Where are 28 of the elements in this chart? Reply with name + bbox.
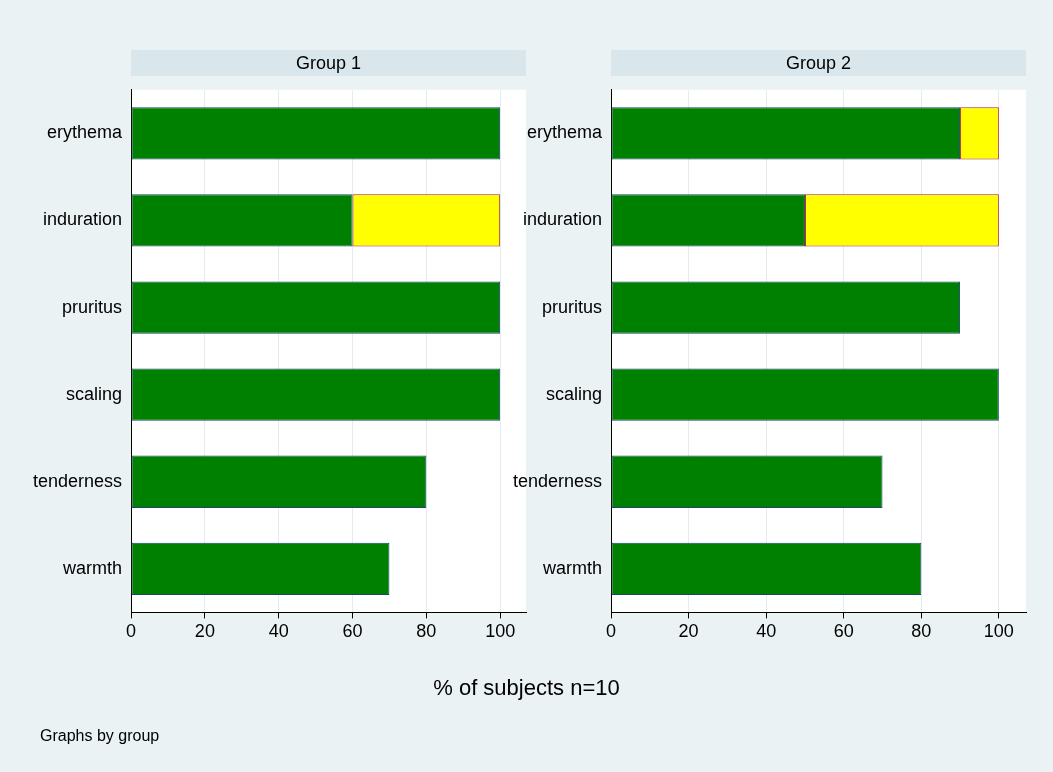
- y-tick-label: scaling: [66, 383, 123, 404]
- x-tick-label: 80: [911, 621, 932, 642]
- y-tick-label: erythema: [47, 122, 124, 143]
- x-tick-label: 20: [194, 621, 215, 642]
- text: Graphs by group: [40, 727, 160, 745]
- y-tick-label: tenderness: [33, 470, 123, 491]
- x-tick-label: 100: [485, 621, 516, 642]
- y-tick-label: warmth: [542, 557, 603, 578]
- x-tick-label: 0: [126, 621, 137, 642]
- y-tick-label: induration: [523, 209, 603, 230]
- x-axis-title: % of subjects n=10: [432, 675, 621, 701]
- chart-title: Group 2: [611, 50, 1026, 76]
- x-tick-label: 20: [678, 621, 699, 642]
- x-tick-label: 60: [833, 621, 854, 642]
- y-tick-label: erythema: [527, 122, 604, 143]
- y-tick-label: pruritus: [542, 296, 603, 317]
- y-tick-label: tenderness: [513, 470, 603, 491]
- x-tick-label: 100: [983, 621, 1014, 642]
- chart-title: Group 1: [131, 50, 526, 76]
- x-tick-label: 40: [268, 621, 289, 642]
- x-tick-label: 40: [756, 621, 777, 642]
- x-tick-label: 80: [416, 621, 437, 642]
- x-tick-label: 0: [606, 621, 617, 642]
- y-tick-label: induration: [43, 209, 123, 230]
- y-tick-label: scaling: [546, 383, 603, 404]
- x-tick-label: 60: [342, 621, 363, 642]
- y-tick-label: warmth: [62, 557, 123, 578]
- y-tick-label: pruritus: [62, 296, 123, 317]
